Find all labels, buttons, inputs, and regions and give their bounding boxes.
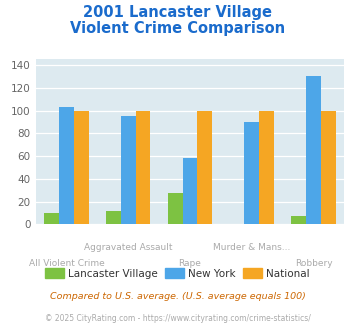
Legend: Lancaster Village, New York, National: Lancaster Village, New York, National	[41, 264, 314, 283]
Bar	[291, 216, 306, 224]
Text: Rape: Rape	[179, 259, 201, 268]
Bar	[259, 111, 274, 224]
Text: Aggravated Assault: Aggravated Assault	[84, 243, 173, 251]
Bar	[121, 116, 136, 224]
Text: Violent Crime Comparison: Violent Crime Comparison	[70, 21, 285, 36]
Bar	[182, 158, 197, 224]
Bar	[59, 107, 74, 224]
Text: © 2025 CityRating.com - https://www.cityrating.com/crime-statistics/: © 2025 CityRating.com - https://www.city…	[45, 314, 310, 323]
Bar	[321, 111, 336, 224]
Bar	[244, 122, 259, 224]
Text: Murder & Mans...: Murder & Mans...	[213, 243, 290, 251]
Text: Compared to U.S. average. (U.S. average equals 100): Compared to U.S. average. (U.S. average …	[50, 292, 305, 301]
Bar	[197, 111, 212, 224]
Bar	[168, 192, 182, 224]
Bar	[44, 213, 59, 224]
Bar	[74, 111, 89, 224]
Bar	[136, 111, 151, 224]
Text: Robbery: Robbery	[295, 259, 332, 268]
Text: All Violent Crime: All Violent Crime	[28, 259, 104, 268]
Bar	[306, 77, 321, 224]
Bar	[106, 211, 121, 224]
Text: 2001 Lancaster Village: 2001 Lancaster Village	[83, 5, 272, 20]
